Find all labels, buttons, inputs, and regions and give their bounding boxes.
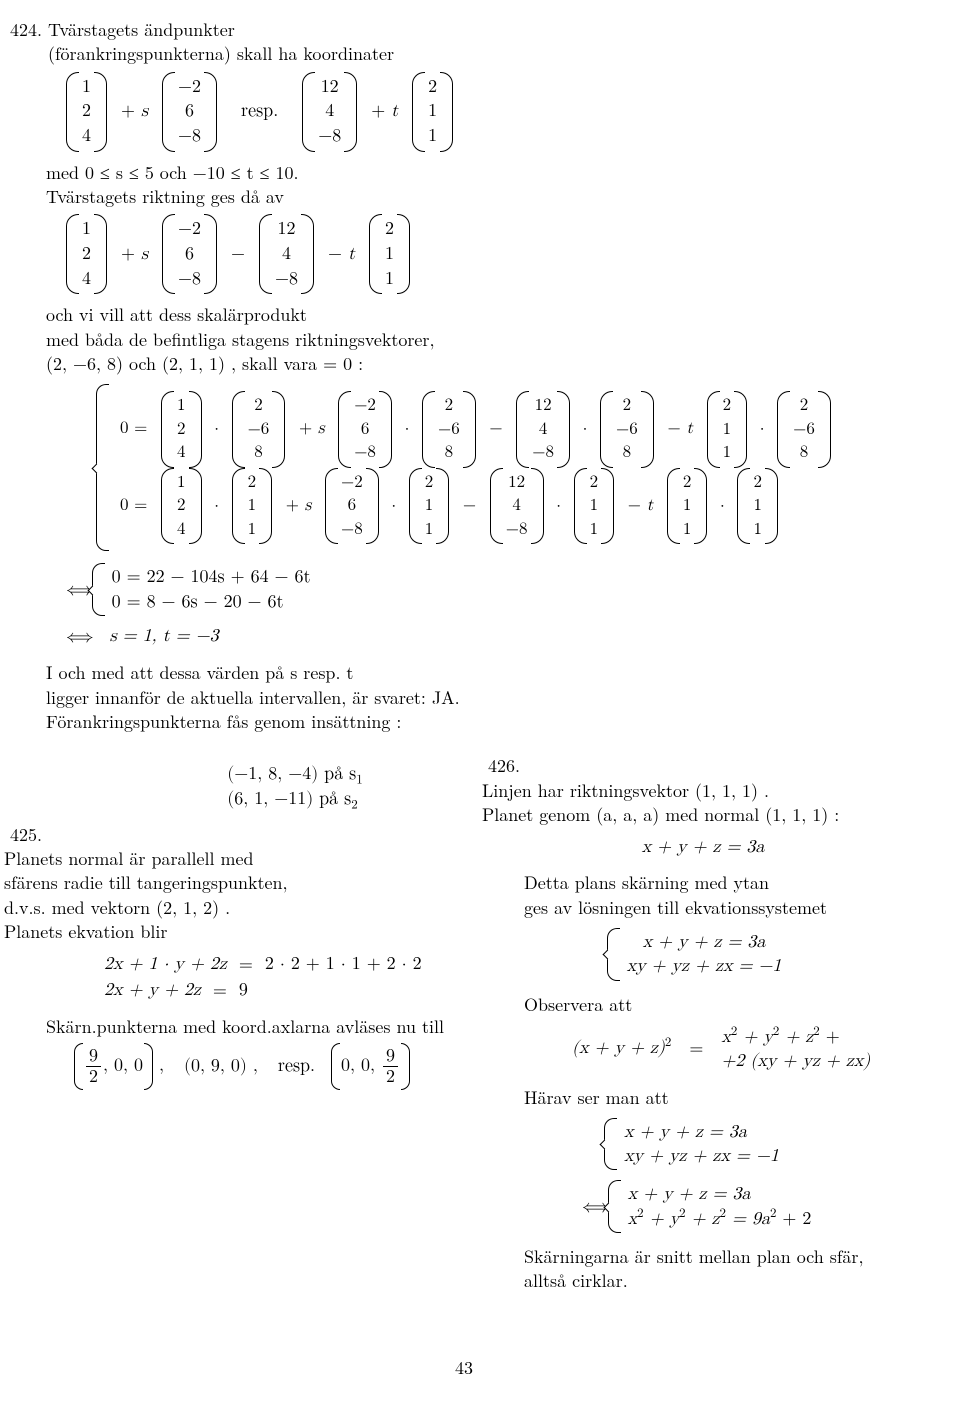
conclusion: Skärningarna är snitt mellan plan och sf…	[524, 1245, 924, 1294]
text-line: (2, −6, 8) och (2, 1, 1) , skall vara = …	[46, 352, 924, 376]
resp-label: resp.	[225, 99, 294, 123]
solution-text: s = 1, t = −3	[110, 627, 219, 645]
expansion-eq: (x + y + z)2 = x2 + y2 + z2 + +2 (xy + y…	[572, 1025, 924, 1074]
column-vector: 12 4 −8	[259, 217, 314, 291]
iff-symbol: ⟺	[66, 625, 104, 649]
vector-equation-2: 1 2 4 + s −2 6 −8 − 12 4 −8 − t 2 1 1	[64, 217, 924, 291]
observe-label: Observera att	[524, 993, 924, 1017]
page-root: 424. Tvärstagets ändpunkter (förankrings…	[0, 0, 960, 1416]
text-line: I och med att dessa värden på s resp. t …	[46, 661, 924, 734]
iff-line-1: ⟺ 0 = 22 − 104s + 64 − 6t 0 = 8 − 6s − 2…	[66, 563, 924, 616]
brace-result: 0 = 22 − 104s + 64 − 6t 0 = 8 − 6s − 20 …	[110, 563, 311, 616]
system-row: 0 = 1 2 4 · 2 1 1 + s −2 6	[114, 471, 833, 542]
harav-label: Härav ser man att	[524, 1086, 924, 1110]
brace-system: x + y + z = 3a x2 + y2 + z2 = 9a2 + 2	[626, 1180, 812, 1233]
problem-number: 426.	[482, 754, 520, 778]
column-vector: 2 1 1	[412, 75, 453, 149]
column-vector: 1 2 4	[66, 75, 107, 149]
resp-label: resp.	[278, 1057, 325, 1075]
brace-left: 0 = 1 2 4 · 2 −6 8 + s −2 6	[114, 384, 833, 551]
column-vector: 1 2 4	[66, 217, 107, 291]
problem-number: 424.	[4, 18, 42, 42]
right-column: 426. Linjen har riktningsvektor (1, 1, 1…	[482, 754, 924, 1313]
brace-system: x + y + z = 3a xy + yz + zx = −1	[622, 1118, 779, 1171]
range-text: med 0 ≤ s ≤ 5 och −10 ≤ t ≤ 10.	[46, 161, 924, 185]
tuple: 92, 0, 0	[74, 1047, 153, 1086]
tuple: 0, 0, 92	[331, 1047, 410, 1086]
column-vector: 2 1 1	[369, 217, 410, 291]
tuple: (0, 9, 0) ,	[170, 1057, 272, 1075]
text-line: och vi vill att dess skalärprodukt	[46, 303, 924, 327]
brace-system: x + y + z = 3a xy + yz + zx = −1	[625, 928, 782, 981]
axis-intercepts: 92, 0, 0 , (0, 9, 0) , resp. 0, 0, 92	[74, 1047, 446, 1086]
text-line: Tvärstagets riktning ges då av	[46, 185, 924, 209]
iff-line-2: ⟺ s = 1, t = −3	[66, 624, 924, 649]
text-line: ges av lösningen till ekvationssystemet	[524, 896, 924, 920]
text-line: Detta plans skärning med ytan	[524, 871, 924, 895]
text-line: (förankringspunkterna) skall ha koordina…	[48, 41, 394, 66]
text-line: Tvärstagets ändpunkter	[48, 17, 235, 42]
problem-body: Linjen har riktningsvektor (1, 1, 1) . P…	[482, 779, 892, 828]
problem-425: 425. Planets normal är parallell med sfä…	[4, 823, 446, 1086]
system-3: ⟺ x + y + z = 3a x2 + y2 + z2 = 9a2 + 2	[582, 1180, 924, 1233]
plane-eq: x + y + z = 3a	[482, 835, 924, 859]
text-line: Skärn.punkterna med koord.axlarna avläse…	[46, 1015, 446, 1039]
vector-equation-1: 1 2 4 + s −2 6 −8 resp. 12 4 −8 + t 2 1 …	[64, 75, 924, 149]
problem-426: 426. Linjen har riktningsvektor (1, 1, 1…	[482, 754, 924, 1293]
system-row: 0 = 1 2 4 · 2 −6 8 + s −2 6	[114, 394, 833, 465]
plane-equation: 2x + 1 · y + 2z = 2 · 2 + 1 · 1 + 2 · 2 …	[104, 952, 446, 1003]
problem-number: 425.	[4, 823, 42, 847]
column-vector: 12 4 −8	[302, 75, 357, 149]
system-2: x + y + z = 3a xy + yz + zx = −1	[622, 1118, 924, 1171]
column-vector: −2 6 −8	[162, 217, 217, 291]
anchor-points: (−1, 8, −4) på s1 (6, 1, −11) på s2	[4, 762, 446, 811]
two-column-region: (−1, 8, −4) på s1 (6, 1, −11) på s2 425.…	[4, 754, 924, 1313]
text-line: med båda de befintliga stagens riktnings…	[46, 328, 924, 352]
problem-body: Planets normal är parallell med sfärens …	[4, 847, 414, 944]
column-vector: −2 6 −8	[162, 75, 217, 149]
system-1: x + y + z = 3a xy + yz + zx = −1	[482, 928, 924, 981]
system-equation: 0 = 1 2 4 · 2 −6 8 + s −2 6	[114, 384, 924, 551]
left-column: (−1, 8, −4) på s1 (6, 1, −11) på s2 425.…	[4, 754, 446, 1106]
problem-body: Tvärstagets ändpunkter (förankringspunkt…	[48, 18, 918, 67]
problem-424: 424. Tvärstagets ändpunkter (förankrings…	[4, 18, 924, 734]
page-number: 43	[4, 1356, 924, 1380]
